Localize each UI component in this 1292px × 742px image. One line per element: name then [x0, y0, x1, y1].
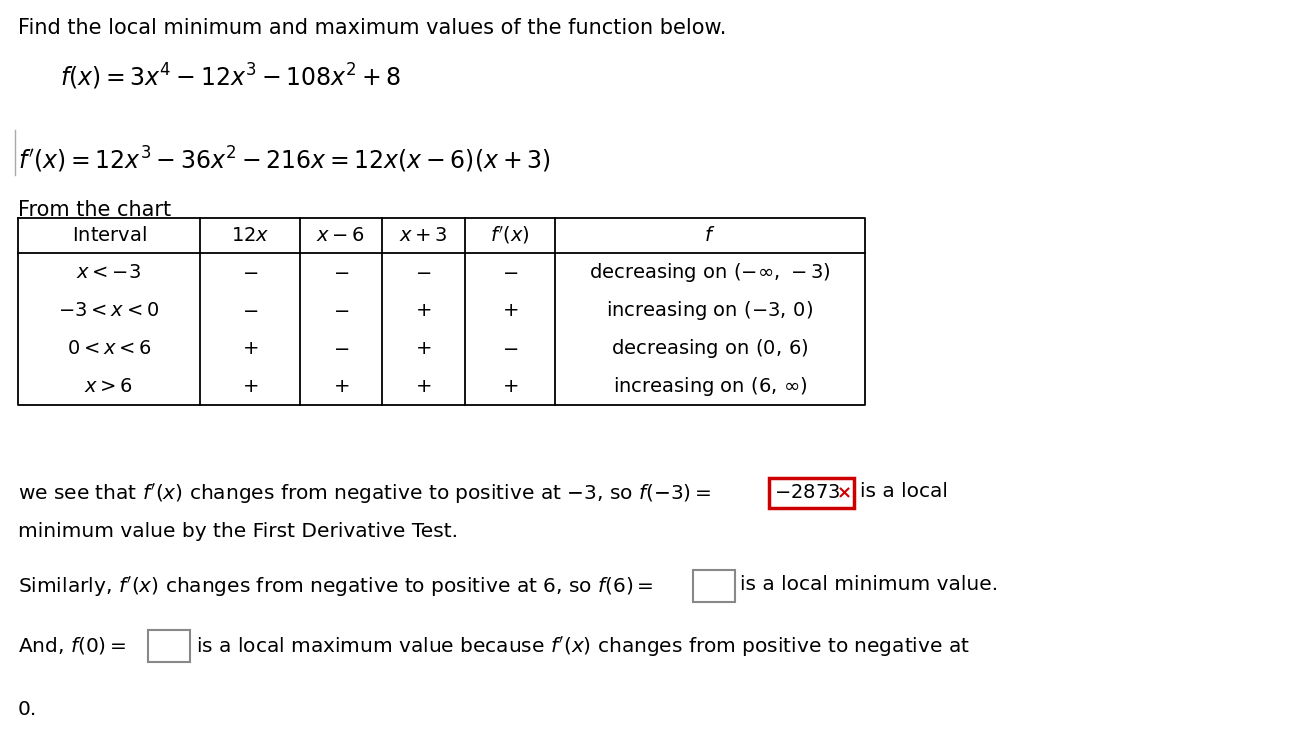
Text: $+$: $+$	[242, 338, 258, 358]
Text: 0.: 0.	[18, 700, 37, 719]
Text: $f$: $f$	[704, 226, 716, 245]
Text: $\mathrm{Interval}$: $\mathrm{Interval}$	[71, 226, 146, 245]
Text: From the chart: From the chart	[18, 200, 171, 220]
Text: $+$: $+$	[242, 376, 258, 395]
Text: $x + 3$: $x + 3$	[399, 226, 448, 245]
Text: $+$: $+$	[415, 338, 432, 358]
Text: $\mathbf{\times}$: $\mathbf{\times}$	[836, 484, 851, 502]
Text: is a local minimum value.: is a local minimum value.	[740, 575, 999, 594]
Text: $+$: $+$	[415, 376, 432, 395]
Text: is a local maximum value because $f'(x)$ changes from positive to negative at: is a local maximum value because $f'(x)$…	[196, 635, 970, 659]
Text: $-2873$: $-2873$	[774, 484, 841, 502]
Text: $-$: $-$	[501, 263, 518, 281]
Text: $x - 6$: $x - 6$	[317, 226, 366, 245]
Text: $x > 6$: $x > 6$	[84, 376, 133, 395]
Text: increasing on $(6,\,\infty)$: increasing on $(6,\,\infty)$	[612, 375, 808, 398]
Text: $+$: $+$	[501, 301, 518, 320]
Text: $+$: $+$	[415, 301, 432, 320]
Text: increasing on $( - 3,\,0)$: increasing on $( - 3,\,0)$	[606, 298, 814, 321]
Text: $f(x) = 3x^{4} - 12x^{3} - 108x^{2} + 8$: $f(x) = 3x^{4} - 12x^{3} - 108x^{2} + 8$	[59, 62, 402, 92]
Text: And, $f(0) =$: And, $f(0) =$	[18, 635, 127, 656]
Text: $-$: $-$	[333, 263, 349, 281]
Text: decreasing on $( - \infty,\,-3)$: decreasing on $( - \infty,\,-3)$	[589, 260, 831, 283]
Text: $-3 < x < 0$: $-3 < x < 0$	[58, 301, 160, 320]
Text: $f'(x) = 12x^{3} - 36x^{2} - 216x = 12x(x - 6)(x + 3)$: $f'(x) = 12x^{3} - 36x^{2} - 216x = 12x(…	[18, 145, 550, 175]
Text: $+$: $+$	[333, 376, 349, 395]
Text: we see that $f'(x)$ changes from negative to positive at $-3$, so $f( - 3) =$: we see that $f'(x)$ changes from negativ…	[18, 482, 712, 506]
Text: $12x$: $12x$	[231, 226, 269, 245]
Text: minimum value by the First Derivative Test.: minimum value by the First Derivative Te…	[18, 522, 457, 541]
Text: Similarly, $f'(x)$ changes from negative to positive at 6, so $f(6) =$: Similarly, $f'(x)$ changes from negative…	[18, 575, 654, 599]
Bar	[149, 630, 190, 662]
Text: decreasing on $(0,\,6)$: decreasing on $(0,\,6)$	[611, 337, 809, 360]
Text: $-$: $-$	[333, 338, 349, 358]
Text: $f'(x)$: $f'(x)$	[490, 225, 530, 246]
Text: $0 < x < 6$: $0 < x < 6$	[66, 338, 151, 358]
Text: $x < -3$: $x < -3$	[76, 263, 142, 281]
Text: is a local: is a local	[860, 482, 948, 501]
Text: $-$: $-$	[242, 263, 258, 281]
Text: $+$: $+$	[501, 376, 518, 395]
Text: $-$: $-$	[415, 263, 432, 281]
Text: $-$: $-$	[333, 301, 349, 320]
Bar	[769, 478, 854, 508]
Text: $-$: $-$	[242, 301, 258, 320]
Text: Find the local minimum and maximum values of the function below.: Find the local minimum and maximum value…	[18, 18, 726, 38]
Text: $-$: $-$	[501, 338, 518, 358]
Bar	[693, 570, 735, 602]
